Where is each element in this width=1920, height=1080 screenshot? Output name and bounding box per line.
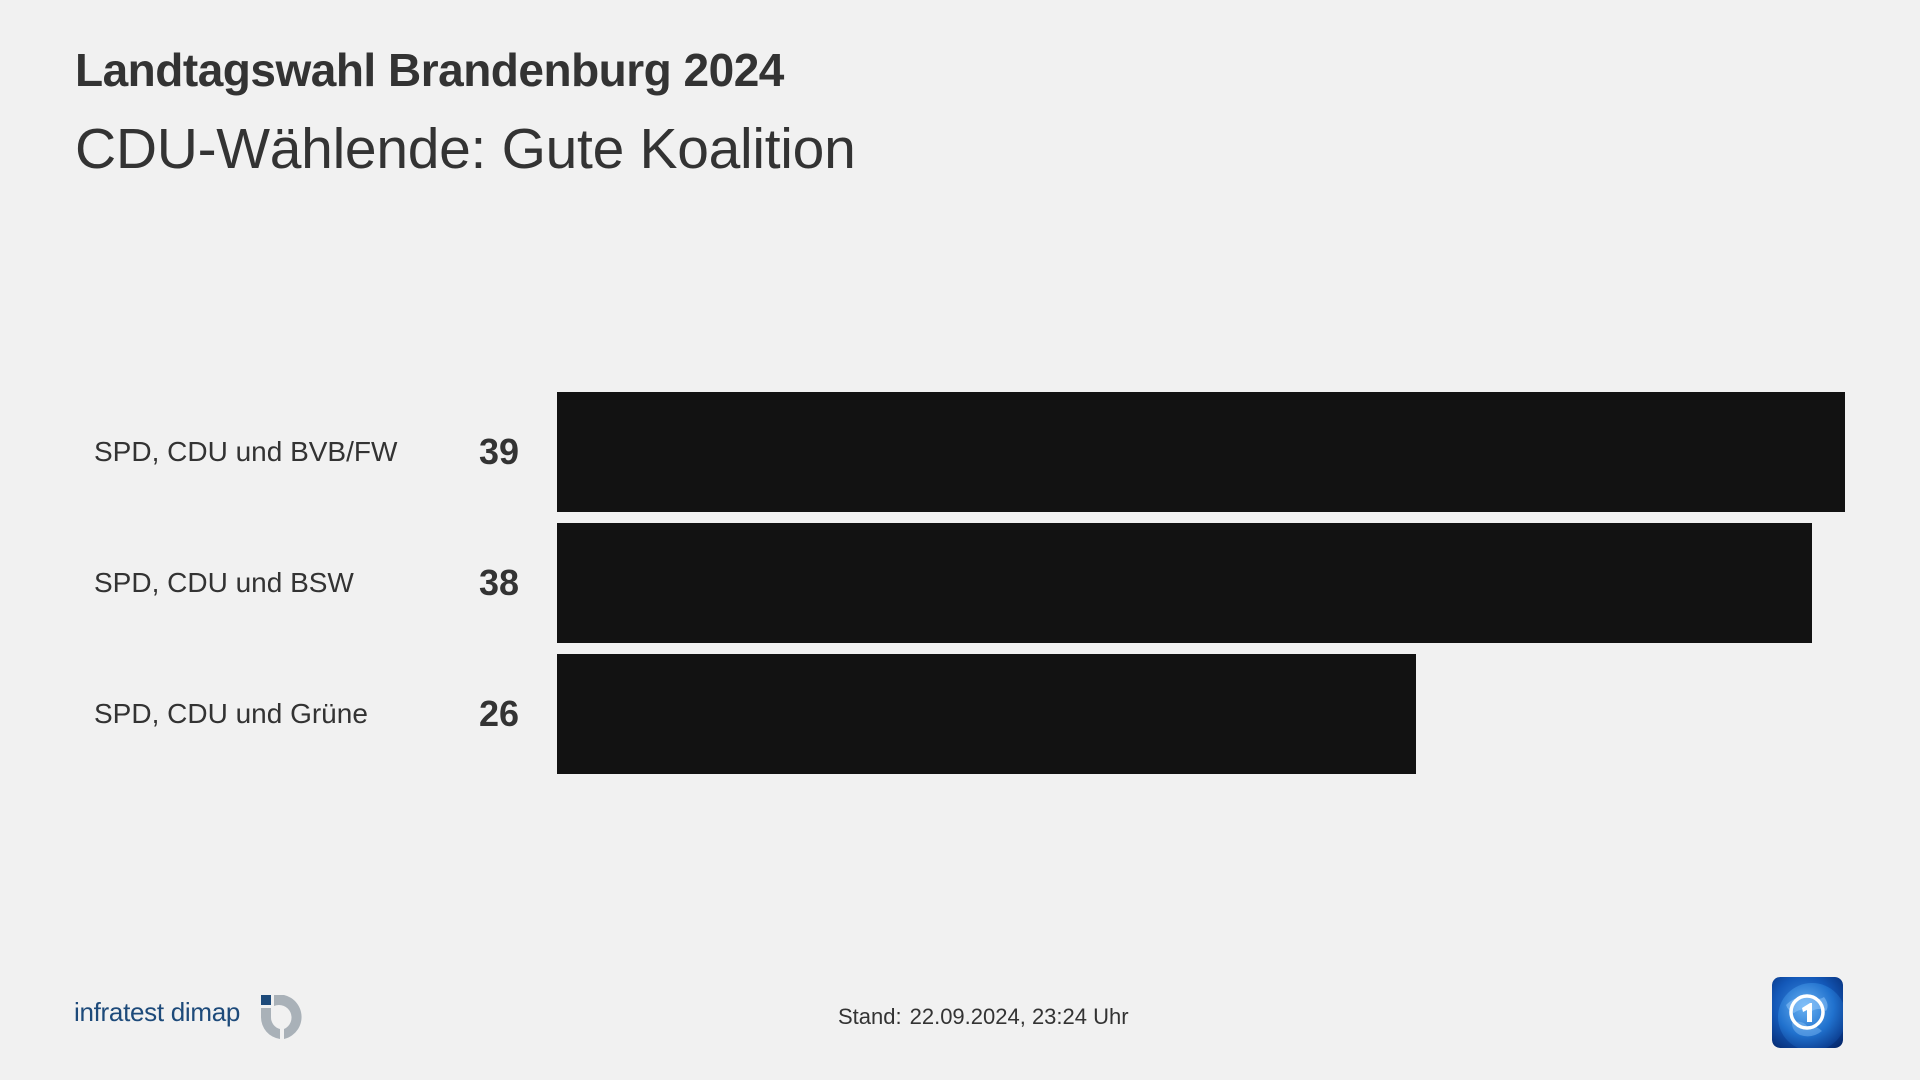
bar-value: 39 bbox=[478, 431, 519, 472]
bar-value: 26 bbox=[478, 693, 519, 734]
bar-row: SPD, CDU und BSW 38 bbox=[0, 523, 1920, 643]
timestamp: Stand: 22.09.2024, 23:24 Uhr bbox=[838, 1002, 1129, 1032]
timestamp-value: 22.09.2024, 23:24 Uhr bbox=[909, 1004, 1129, 1029]
chart-supertitle: Landtagswahl Brandenburg 2024 bbox=[75, 44, 784, 96]
bar bbox=[557, 523, 1812, 643]
infratest-dimap-logo-icon bbox=[261, 995, 302, 1039]
bar bbox=[557, 654, 1416, 774]
chart-title: CDU-Wählende: Gute Koalition bbox=[75, 117, 856, 181]
bar-value: 38 bbox=[478, 562, 519, 603]
bar-label: SPD, CDU und BVB/FW bbox=[94, 436, 398, 467]
bar-label: SPD, CDU und BSW bbox=[94, 567, 354, 598]
source-brand: infratest dimap bbox=[74, 995, 302, 1041]
bar-label: SPD, CDU und Grüne bbox=[94, 698, 368, 729]
source-brand-name: infratest dimap bbox=[74, 997, 241, 1027]
timestamp-label: Stand: bbox=[838, 1004, 902, 1029]
ard-das-erste-logo-icon bbox=[1772, 977, 1843, 1048]
bar-row: SPD, CDU und BVB/FW 39 bbox=[0, 392, 1920, 512]
bar-row: SPD, CDU und Grüne 26 bbox=[0, 654, 1920, 774]
bar bbox=[557, 392, 1845, 512]
